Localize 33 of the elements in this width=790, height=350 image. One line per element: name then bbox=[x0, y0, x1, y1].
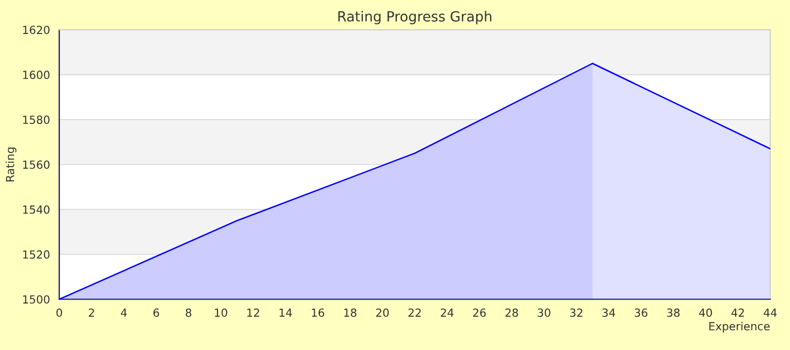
x-tick-label: 28 bbox=[505, 308, 518, 317]
y-tick-label: 1540 bbox=[23, 205, 50, 214]
x-axis-title: Experience bbox=[709, 322, 770, 333]
y-tick-label: 1560 bbox=[23, 160, 50, 169]
y-axis-title: Rating bbox=[6, 148, 16, 182]
x-tick-label: 36 bbox=[634, 308, 648, 317]
x-tick-label: 42 bbox=[731, 308, 744, 317]
x-tick-label: 4 bbox=[120, 308, 127, 317]
x-tick-label: 22 bbox=[408, 308, 421, 317]
y-tick-label: 1620 bbox=[23, 26, 50, 34]
y-tick-label: 1500 bbox=[23, 295, 50, 304]
x-tick-label: 38 bbox=[667, 308, 680, 317]
x-tick-label: 40 bbox=[699, 308, 712, 317]
x-tick-label: 2 bbox=[88, 308, 94, 317]
chart-title: Rating Progress Graph bbox=[338, 10, 492, 24]
y-tick-label: 1520 bbox=[23, 250, 50, 259]
y-tick-label: 1600 bbox=[23, 70, 50, 80]
x-tick-label: 26 bbox=[473, 308, 486, 317]
x-tick-label: 24 bbox=[440, 308, 454, 317]
x-tick-label: 14 bbox=[280, 308, 292, 317]
x-tick-label: 8 bbox=[186, 308, 192, 317]
y-tick-label: 1580 bbox=[23, 116, 50, 124]
x-tick-label: 20 bbox=[376, 308, 389, 317]
x-tick-label: 18 bbox=[344, 308, 356, 317]
x-tick-label: 6 bbox=[153, 308, 160, 317]
x-tick-label: 30 bbox=[538, 308, 550, 317]
x-tick-label: 12 bbox=[247, 308, 260, 317]
x-tick-label: 34 bbox=[602, 308, 616, 317]
x-tick-label: 10 bbox=[214, 308, 228, 317]
x-tick-label: 0 bbox=[56, 308, 62, 317]
x-tick-label: 44 bbox=[764, 308, 777, 317]
x-tick-label: 32 bbox=[570, 308, 582, 317]
x-tick-label: 16 bbox=[312, 308, 324, 317]
